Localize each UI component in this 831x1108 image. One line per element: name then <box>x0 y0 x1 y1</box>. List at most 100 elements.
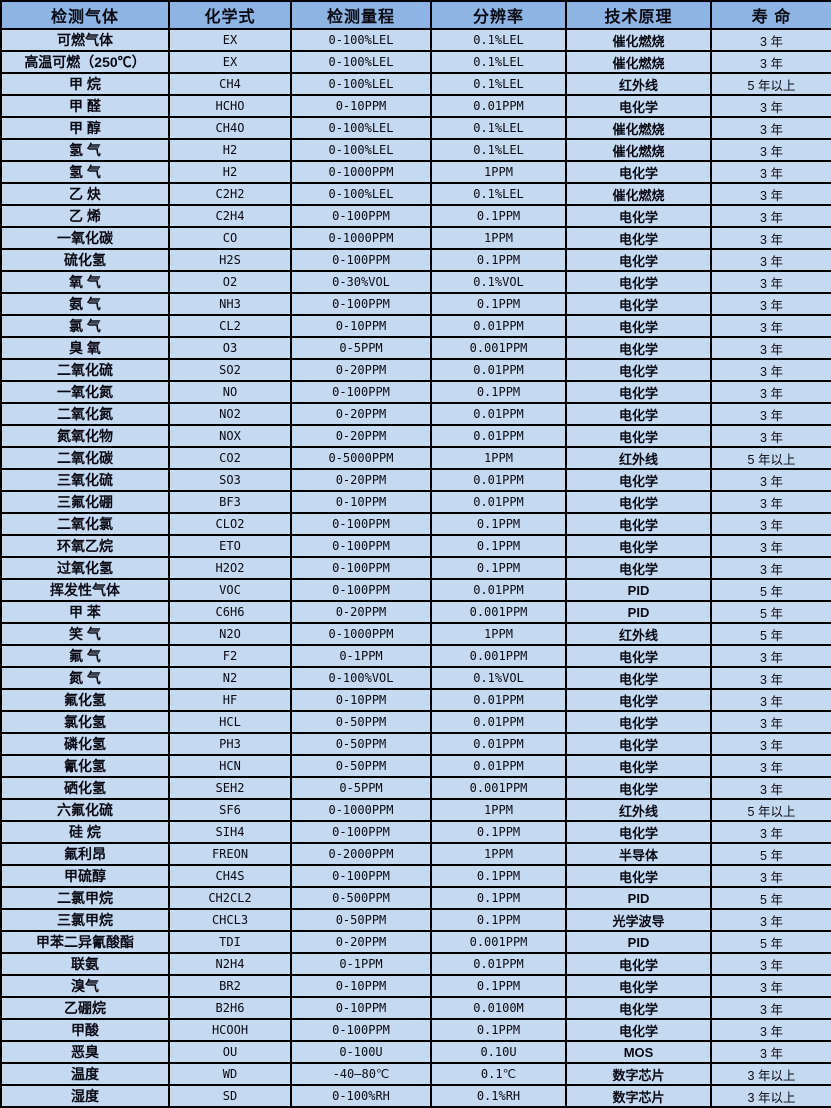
table-cell: 0-2000PPM <box>290 842 432 866</box>
table-cell: 0-50PPM <box>290 710 432 734</box>
table-cell: 乙 烯 <box>0 204 170 228</box>
table-cell: 电化学 <box>565 710 712 734</box>
table-cell: 电化学 <box>565 644 712 668</box>
table-cell: 电化学 <box>565 820 712 844</box>
table-cell: 电化学 <box>565 380 712 404</box>
table-cell: 三氯甲烷 <box>0 908 170 932</box>
table-cell: NH3 <box>168 292 292 316</box>
table-cell: 0-5PPM <box>290 336 432 360</box>
table-cell: 0.1PPM <box>430 908 567 932</box>
table-cell: 二氧化碳 <box>0 446 170 470</box>
table-cell: 5 年 <box>710 600 831 624</box>
table-cell: 0-100%LEL <box>290 50 432 74</box>
table-cell: 3 年 <box>710 380 831 404</box>
table-cell: 3 年 <box>710 94 831 118</box>
column-header: 分辨率 <box>430 0 567 30</box>
table-cell: 0-100%LEL <box>290 72 432 96</box>
table-row: 氯化氢 HCL 0-50PPM 0.01PPM 电化学 3 年 <box>0 710 831 734</box>
table-cell: NOX <box>168 424 292 448</box>
table-cell: 过氧化氢 <box>0 556 170 580</box>
table-cell: 0.01PPM <box>430 578 567 602</box>
table-cell: 电化学 <box>565 358 712 382</box>
table-cell: 0-100%LEL <box>290 182 432 206</box>
table-row: 氟化氢 HF 0-10PPM 0.01PPM 电化学 3 年 <box>0 688 831 712</box>
table-cell: 0-1000PPM <box>290 798 432 822</box>
table-cell: 0-1000PPM <box>290 622 432 646</box>
table-cell: CO <box>168 226 292 250</box>
table-cell: 3 年 <box>710 996 831 1020</box>
table-row: 氰化氢 HCN 0-50PPM 0.01PPM 电化学 3 年 <box>0 754 831 778</box>
table-cell: 0.01PPM <box>430 94 567 118</box>
table-cell: HCL <box>168 710 292 734</box>
table-cell: C6H6 <box>168 600 292 624</box>
table-cell: 0-100PPM <box>290 864 432 888</box>
table-cell: O2 <box>168 270 292 294</box>
table-cell: 二氧化硫 <box>0 358 170 382</box>
table-cell: 0.01PPM <box>430 754 567 778</box>
table-cell: 氟 气 <box>0 644 170 668</box>
table-row: 甲 醇 CH4O 0-100%LEL 0.1%LEL 催化燃烧 3 年 <box>0 116 831 140</box>
table-cell: 3 年 <box>710 314 831 338</box>
table-row: 甲苯二异氰酸酯 TDI 0-20PPM 0.001PPM PID 5 年 <box>0 930 831 954</box>
table-cell: 催化燃烧 <box>565 182 712 206</box>
table-cell: 电化学 <box>565 864 712 888</box>
table-cell: 湿度 <box>0 1084 170 1108</box>
table-row: 磷化氢 PH3 0-50PPM 0.01PPM 电化学 3 年 <box>0 732 831 756</box>
table-cell: CH2CL2 <box>168 886 292 910</box>
table-row: 甲 烷 CH4 0-100%LEL 0.1%LEL 红外线 5 年以上 <box>0 72 831 96</box>
table-cell: 0-10PPM <box>290 974 432 998</box>
table-row: 一氧化碳 CO 0-1000PPM 1PPM 电化学 3 年 <box>0 226 831 250</box>
table-cell: O3 <box>168 336 292 360</box>
table-cell: 3 年 <box>710 644 831 668</box>
table-cell: 0-100PPM <box>290 820 432 844</box>
table-cell: 0-1000PPM <box>290 226 432 250</box>
table-cell: 0-100%LEL <box>290 28 432 52</box>
table-cell: 0.1%LEL <box>430 50 567 74</box>
table-cell: 0-20PPM <box>290 402 432 426</box>
table-cell: 0-1PPM <box>290 952 432 976</box>
table-cell: 二氧化氯 <box>0 512 170 536</box>
table-cell: 六氟化硫 <box>0 798 170 822</box>
table-cell: PID <box>565 578 712 602</box>
column-header: 检测量程 <box>290 0 432 30</box>
table-cell: 3 年 <box>710 556 831 580</box>
table-cell: 0-50PPM <box>290 754 432 778</box>
table-cell: 0-20PPM <box>290 930 432 954</box>
table-cell: 3 年 <box>710 116 831 140</box>
table-cell: BR2 <box>168 974 292 998</box>
table-cell: 0.1PPM <box>430 820 567 844</box>
table-cell: 电化学 <box>565 556 712 580</box>
table-cell: 0.0100M <box>430 996 567 1020</box>
table-row: 温度 WD -40—80℃ 0.1℃ 数字芯片 3 年以上 <box>0 1062 831 1086</box>
table-cell: 0.1PPM <box>430 512 567 536</box>
table-cell: 3 年 <box>710 138 831 162</box>
table-cell: 0.01PPM <box>430 358 567 382</box>
table-cell: 5 年以上 <box>710 446 831 470</box>
table-cell: 3 年 <box>710 292 831 316</box>
table-cell: F2 <box>168 644 292 668</box>
table-cell: 0-100%VOL <box>290 666 432 690</box>
table-cell: 0-100PPM <box>290 292 432 316</box>
table-cell: 氰化氢 <box>0 754 170 778</box>
table-cell: H2 <box>168 160 292 184</box>
table-cell: 二氧化氮 <box>0 402 170 426</box>
table-cell: HCN <box>168 754 292 778</box>
table-cell: 1PPM <box>430 226 567 250</box>
table-cell: 0.001PPM <box>430 336 567 360</box>
table-cell: 0-100%LEL <box>290 116 432 140</box>
table-cell: 0-100PPM <box>290 512 432 536</box>
table-cell: 0.1PPM <box>430 380 567 404</box>
table-row: 硒化氢 SEH2 0-5PPM 0.001PPM 电化学 3 年 <box>0 776 831 800</box>
table-row: 过氧化氢 H2O2 0-100PPM 0.1PPM 电化学 3 年 <box>0 556 831 580</box>
table-cell: 3 年 <box>710 512 831 536</box>
table-cell: CL2 <box>168 314 292 338</box>
table-cell: 0.01PPM <box>430 688 567 712</box>
table-cell: CH4S <box>168 864 292 888</box>
table-cell: 0.1PPM <box>430 556 567 580</box>
table-cell: 3 年 <box>710 270 831 294</box>
table-cell: 0-100PPM <box>290 534 432 558</box>
table-row: 溴气 BR2 0-10PPM 0.1PPM 电化学 3 年 <box>0 974 831 998</box>
table-cell: 电化学 <box>565 974 712 998</box>
table-cell: 0.1%LEL <box>430 182 567 206</box>
